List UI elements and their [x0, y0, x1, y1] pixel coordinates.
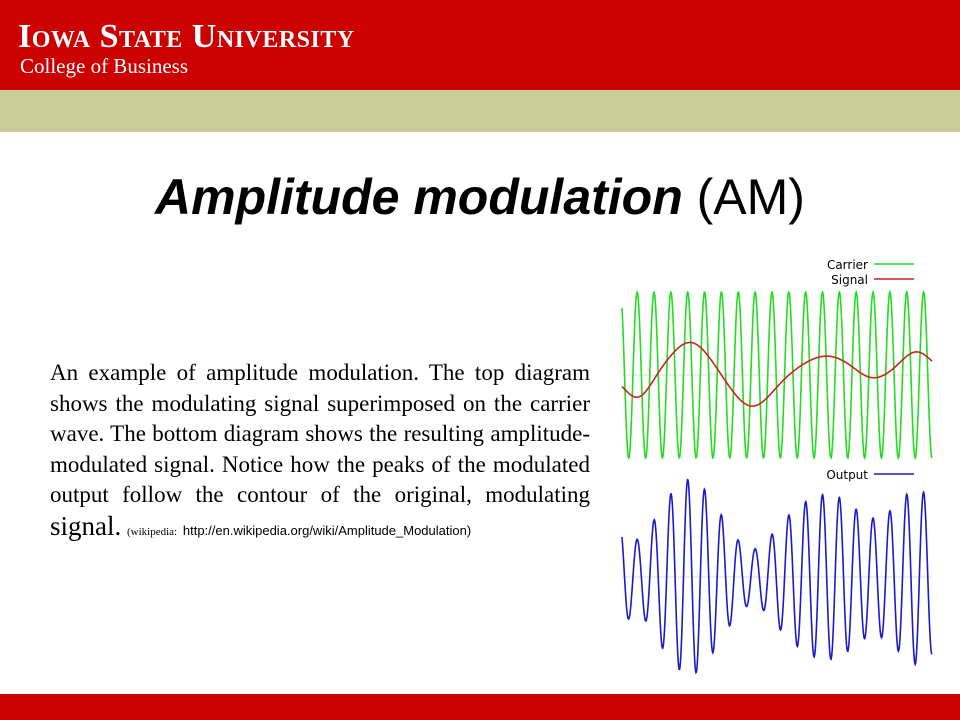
header-bar: Iowa State University College of Busines…	[0, 0, 960, 90]
citation-url[interactable]: http://en.wikipedia.org/wiki/Amplitude_M…	[182, 522, 472, 538]
title-abbreviation: (AM)	[696, 169, 805, 225]
body-paragraph: An example of amplitude modulation. The …	[50, 358, 590, 547]
top-plot	[621, 289, 933, 461]
body-last-word: signal.	[50, 510, 122, 541]
title-emphasis: Amplitude modulation	[155, 169, 683, 225]
citation-source: (wikipedia:	[127, 525, 178, 538]
footer-bar	[0, 694, 960, 720]
header-accent-band	[0, 90, 960, 132]
am-diagram: Carrier Signal Output	[621, 258, 933, 675]
signal-wave	[621, 341, 933, 407]
output-wave	[621, 478, 933, 675]
bottom-legend: Output	[826, 468, 914, 482]
body-main-text: An example of amplitude modulation. The …	[50, 360, 590, 507]
legend-carrier-label: Carrier	[827, 258, 868, 272]
top-legend: Carrier Signal	[827, 258, 914, 287]
legend-signal-label: Signal	[831, 273, 868, 287]
slide-title: Amplitude modulation (AM)	[0, 168, 960, 226]
bottom-plot	[621, 478, 933, 675]
carrier-wave	[621, 289, 933, 461]
university-name: Iowa State University	[18, 18, 355, 55]
college-name: College of Business	[20, 54, 188, 78]
legend-output-label: Output	[826, 468, 868, 482]
